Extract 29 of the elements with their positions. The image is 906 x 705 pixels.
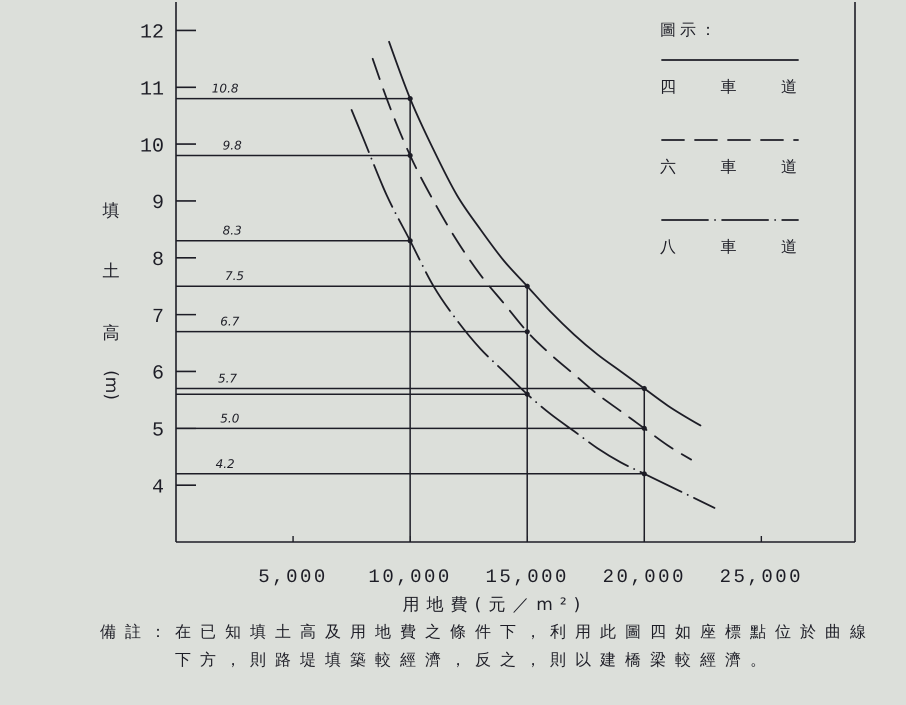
y-tick-label: 6	[152, 362, 164, 386]
y-tick-label: 8	[152, 248, 164, 272]
y-tick-label: 12	[140, 22, 164, 45]
text: 四車道	[660, 77, 797, 97]
legend-title: 圖示：	[660, 19, 720, 41]
annotation: 9.8	[222, 138, 242, 152]
annotation: 8.3	[222, 224, 242, 238]
x-tick-label: 15,000	[485, 566, 569, 588]
y-tick-label: 7	[152, 306, 164, 329]
y-tick-label: 4	[152, 476, 164, 500]
annotation: 4.2	[216, 456, 235, 471]
x-axis-title: 用地費(元／m²)	[402, 595, 588, 615]
annotation: 7.5	[224, 269, 244, 284]
text: 備註：在已知填土高及用地費之條件下，利用此圖四如座標點位於曲線下方，則路堤填築較經濟，反之，則以建橋梁較經濟。	[100, 621, 876, 671]
annotation: 5.7	[218, 372, 238, 386]
y-tick-label: 5	[152, 420, 164, 443]
annotation: 5.0	[220, 411, 240, 426]
text: 八車道	[660, 237, 797, 257]
y-tick-label: 10	[140, 135, 164, 158]
y-tick-label: 9	[152, 192, 164, 216]
x-tick-label: 25,000	[720, 566, 804, 588]
x-tick-label: 10,000	[368, 566, 452, 588]
y-tick-label: 11	[140, 78, 164, 102]
x-tick-label: 5,000	[258, 566, 328, 588]
annotation: 6.7	[220, 314, 240, 329]
annotation: 10.8	[212, 82, 239, 96]
x-tick-label: 20,000	[602, 566, 686, 588]
text: 六車道	[660, 157, 797, 177]
y-axis-title: 填土高(m)	[100, 188, 122, 400]
